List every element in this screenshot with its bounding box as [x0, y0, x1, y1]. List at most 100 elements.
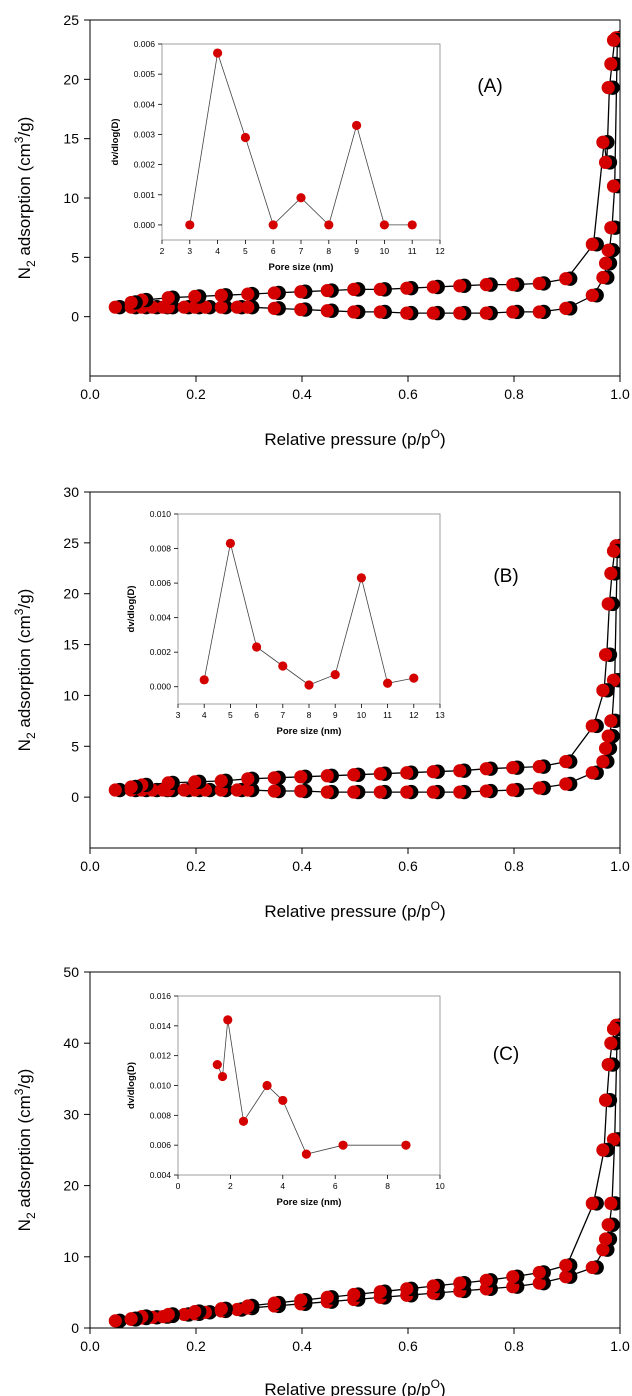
- inset-point: [213, 48, 223, 58]
- point-front: [267, 1296, 281, 1310]
- inset-x-tick-label: 9: [333, 710, 338, 720]
- point-front: [198, 300, 212, 314]
- point-front: [320, 304, 334, 318]
- point-front: [532, 276, 546, 291]
- x-tick-label: 0.4: [292, 858, 312, 874]
- point-front: [241, 772, 255, 786]
- isotherm-point: [214, 1301, 233, 1316]
- isotherm-point: [241, 782, 260, 798]
- x-tick-label: 1.0: [610, 1338, 630, 1354]
- isotherm-point: [188, 1304, 207, 1319]
- point-front: [214, 300, 228, 314]
- point-front: [453, 306, 467, 320]
- inset-x-tick-label: 12: [409, 710, 419, 720]
- isotherm-point: [604, 56, 620, 72]
- isotherm-point: [559, 1258, 578, 1273]
- inset-y-tick-label: 0.005: [134, 69, 156, 79]
- isotherm-point: [606, 543, 620, 559]
- point-front: [559, 777, 573, 791]
- point-front: [596, 1243, 610, 1257]
- point-front: [267, 771, 281, 785]
- inset-point: [352, 120, 362, 131]
- isotherm-point: [596, 683, 615, 698]
- inset-x-tick-label: 3: [176, 710, 181, 720]
- point-front: [479, 1273, 493, 1287]
- inset-x-tick-label: 3: [187, 246, 192, 256]
- inset-y-tick-label: 0.008: [150, 544, 172, 554]
- point-front: [400, 766, 414, 780]
- point-front: [596, 1143, 610, 1157]
- isotherm-point: [198, 782, 217, 798]
- inset-point: [225, 538, 235, 548]
- y-tick-label: 10: [63, 1249, 79, 1265]
- isotherm-point: [532, 276, 551, 291]
- point-front: [598, 155, 613, 169]
- isotherm-point: [241, 286, 260, 302]
- inset-frame: [177, 513, 441, 705]
- isotherm-point: [241, 771, 260, 787]
- point-front: [606, 673, 620, 687]
- point-front: [604, 1196, 618, 1210]
- isotherm-point: [426, 784, 445, 800]
- point-front: [559, 1258, 573, 1272]
- point-front: [585, 1196, 599, 1210]
- inset-y-tick-label: 0.012: [150, 1051, 172, 1061]
- point-front: [267, 784, 281, 798]
- point-front: [598, 256, 613, 270]
- isotherm-point: [188, 289, 207, 304]
- point-front: [601, 729, 615, 743]
- point-front: [124, 1312, 138, 1326]
- isotherm-point: [532, 1265, 551, 1280]
- inset-point: [356, 573, 366, 583]
- y-tick-label: 25: [63, 12, 79, 28]
- point-front: [188, 775, 202, 789]
- point-front: [596, 754, 610, 769]
- y-axis-label: N2 adsorption (cm3/g): [12, 589, 38, 752]
- isotherm-point: [453, 1275, 472, 1291]
- inset-point: [262, 1080, 272, 1091]
- isotherm-point: [532, 759, 551, 774]
- x-axis-label: Relative pressure (p/pO): [264, 1377, 445, 1396]
- isotherm-point: [606, 672, 620, 688]
- isotherm-point: [606, 1021, 620, 1037]
- y-tick-label: 0: [71, 1320, 79, 1336]
- point-front: [604, 1036, 618, 1050]
- inset-point: [240, 132, 250, 143]
- inset-point: [338, 1140, 348, 1150]
- isotherm-point: [479, 1273, 498, 1288]
- point-front: [267, 286, 281, 300]
- isotherm-point: [214, 773, 233, 789]
- isotherm-point: [373, 282, 392, 297]
- isotherm-point: [373, 766, 392, 781]
- inset-x-tick-label: 5: [243, 246, 248, 256]
- x-tick-label: 0.0: [80, 386, 100, 402]
- isotherm-point: [559, 776, 578, 792]
- isotherm-point: [453, 784, 472, 800]
- point-front: [347, 282, 361, 296]
- inset-point: [223, 1015, 233, 1025]
- inset-point: [301, 1149, 311, 1159]
- point-front: [214, 774, 228, 788]
- isotherm-point: [453, 278, 472, 294]
- point-front: [241, 287, 255, 301]
- y-axis-label: N2 adsorption (cm3/g): [12, 1069, 38, 1232]
- inset-x-axis-label: Pore size (nm): [277, 1197, 342, 1208]
- x-tick-label: 0.2: [186, 1338, 206, 1354]
- x-tick-label: 0.8: [504, 1338, 524, 1354]
- isotherm-point: [400, 305, 419, 321]
- isotherm-point: [347, 784, 366, 800]
- point-front: [559, 1270, 573, 1284]
- point-front: [604, 221, 618, 235]
- inset-point: [185, 220, 195, 230]
- isotherm-point: [108, 299, 127, 315]
- inset-x-tick-label: 6: [271, 246, 276, 256]
- panel-label: (C): [493, 1044, 519, 1065]
- isotherm-point: [585, 237, 604, 252]
- isotherm-point: [108, 1313, 127, 1328]
- point-front: [230, 300, 244, 314]
- inset-point: [407, 220, 417, 230]
- y-tick-label: 10: [63, 687, 79, 703]
- isotherm-point: [294, 1293, 313, 1308]
- point-front: [400, 306, 414, 320]
- inset-y-tick-label: 0.002: [134, 160, 156, 170]
